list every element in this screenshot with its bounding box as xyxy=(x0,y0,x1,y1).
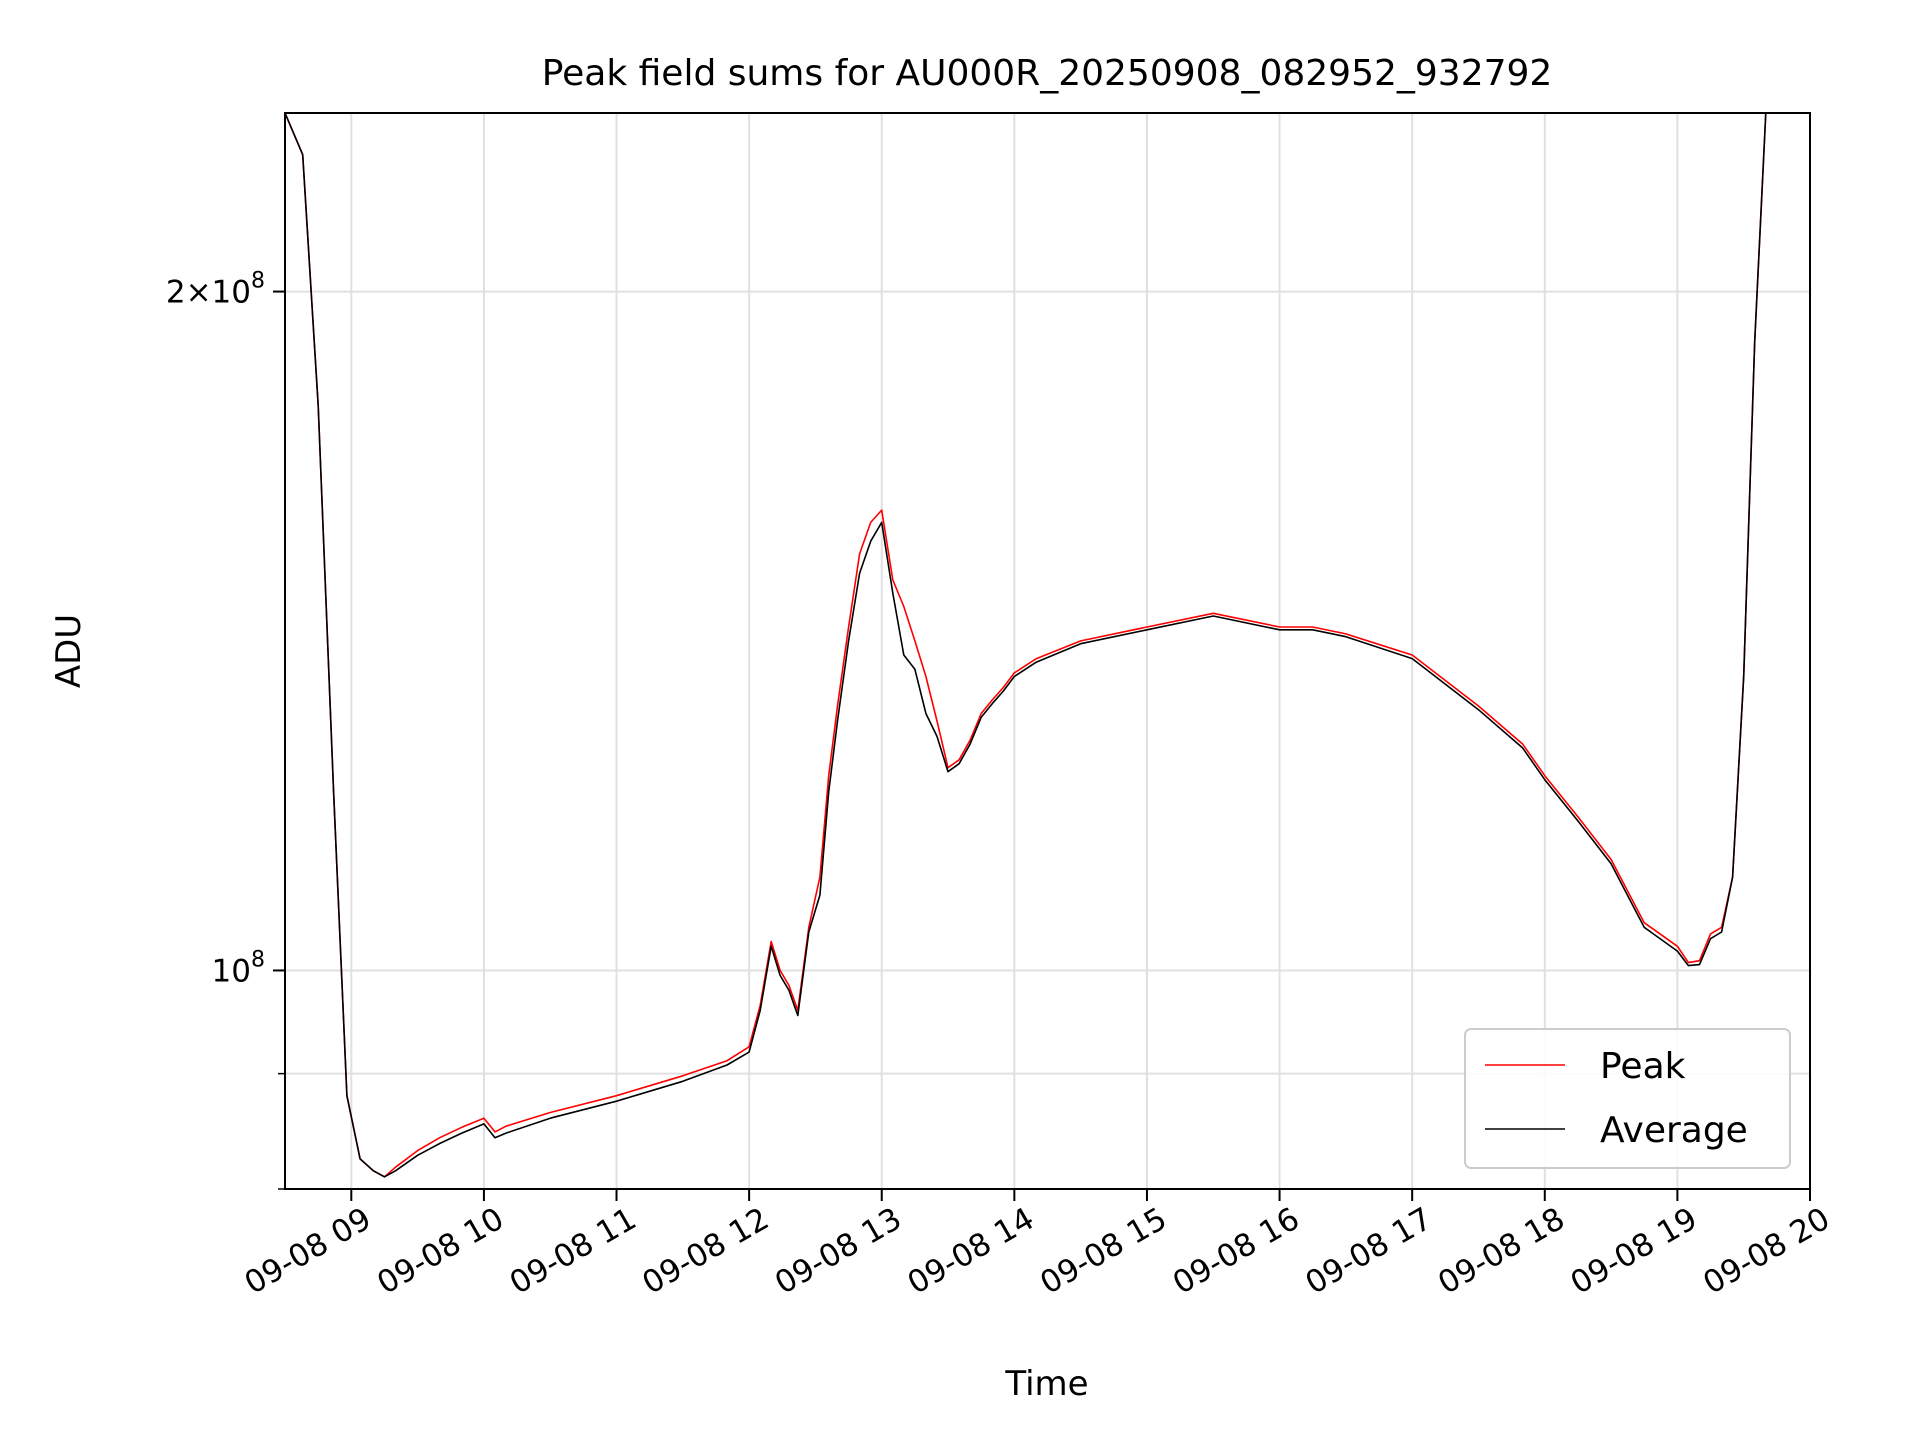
y-tick-label: 108 xyxy=(212,947,265,989)
y-tick-exponent: 8 xyxy=(251,947,265,972)
legend-average-label: Average xyxy=(1600,1110,1748,1151)
y-axis-label: ADU xyxy=(49,614,89,688)
chart-title: Peak field sums for AU000R_20250908_0829… xyxy=(542,53,1553,94)
plot-frame xyxy=(284,112,1811,1190)
legend: Peak Average xyxy=(1464,1028,1791,1169)
y-tick-base: 2×10 xyxy=(166,275,251,311)
plot-lines xyxy=(285,113,1810,1178)
x-axis-label: Time xyxy=(1004,1364,1088,1404)
series-line-average xyxy=(285,113,1810,1178)
y-tick-label: 2×108 xyxy=(166,269,265,311)
legend-box xyxy=(1464,1028,1791,1169)
series-line-peak xyxy=(285,113,1810,1178)
y-tick-base: 10 xyxy=(212,953,251,989)
legend-peak-label: Peak xyxy=(1600,1046,1686,1087)
y-tick-exponent: 8 xyxy=(251,269,265,294)
